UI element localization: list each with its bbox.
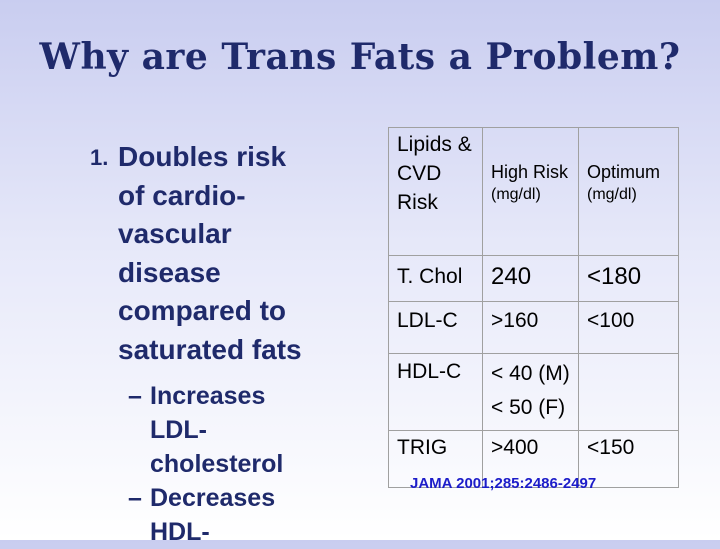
- slide-title: Why are Trans Fats a Problem?: [39, 36, 681, 78]
- optimum-value: [578, 353, 679, 431]
- header-line: High Risk: [491, 162, 569, 182]
- high-risk-value: < 40 (M): [491, 362, 570, 385]
- header-high-risk-cell: High Risk (mg/dl): [482, 127, 579, 256]
- header-optimum-cell: Optimum (mg/dl): [578, 127, 679, 256]
- sub-bullet-line: HDL-: [150, 518, 210, 546]
- table-row: TRIG >400 <150: [388, 430, 679, 488]
- optimum-value: <180: [578, 255, 679, 302]
- header-line: Optimum: [587, 162, 661, 182]
- bullet-line: Doubles risk: [118, 141, 287, 172]
- dash-marker: –: [128, 484, 142, 512]
- bullet-item-1: 1. Doubles risk of cardio- vascular dise…: [86, 138, 346, 369]
- sub-bullet-list: – Increases LDL- cholesterol – Decreases…: [86, 379, 346, 549]
- table-row: T. Chol 240 <180: [388, 255, 679, 302]
- dash-marker: –: [128, 382, 142, 410]
- header-unit: (mg/dl): [491, 186, 541, 203]
- optimum-value: <150: [578, 430, 679, 488]
- table-row: HDL-C < 40 (M) < 50 (F): [388, 353, 679, 431]
- bullet-line: of cardio-: [118, 179, 246, 211]
- bullet-line: vascular: [118, 218, 232, 249]
- bullet-line: compared to: [118, 295, 287, 326]
- table-header-row: Lipids & CVD Risk High Risk (mg/dl) Opti…: [388, 127, 679, 256]
- table-row: LDL-C >160 <100: [388, 301, 679, 354]
- bullet-line: disease: [118, 256, 221, 288]
- sub-bullet-increases: – Increases LDL- cholesterol: [118, 379, 346, 481]
- sub-bullet-line: cholesterol: [150, 450, 284, 478]
- lipid-risk-table: Lipids & CVD Risk High Risk (mg/dl) Opti…: [388, 127, 679, 488]
- header-line: Lipids &: [397, 133, 472, 156]
- row-label: T. Chol: [388, 255, 483, 302]
- header-lipids-cell: Lipids & CVD Risk: [388, 127, 483, 256]
- sub-bullet-decreases: – Decreases HDL-: [118, 481, 346, 549]
- header-line: Risk: [397, 191, 438, 214]
- citation: JAMA 2001;285:2486-2497: [410, 475, 597, 492]
- row-label: HDL-C: [388, 353, 483, 431]
- row-label: TRIG: [388, 430, 483, 488]
- high-risk-value: >400: [482, 430, 579, 488]
- optimum-value: <100: [578, 301, 679, 354]
- high-risk-value-cell: < 40 (M) < 50 (F): [482, 353, 579, 431]
- sub-bullet-line: LDL-: [150, 416, 207, 444]
- header-unit: (mg/dl): [587, 186, 637, 203]
- high-risk-value: >160: [482, 301, 579, 354]
- sub-bullet-line: Increases: [150, 382, 266, 410]
- bullet-line: saturated fats: [118, 333, 302, 365]
- row-label: LDL-C: [388, 301, 483, 354]
- high-risk-value: < 50 (F): [491, 396, 566, 419]
- bullet-list: 1. Doubles risk of cardio- vascular dise…: [86, 138, 346, 549]
- sub-bullet-line: Decreases: [150, 484, 276, 512]
- bullet-number: 1.: [90, 145, 109, 170]
- high-risk-value: 240: [482, 255, 579, 302]
- header-line: CVD: [397, 162, 442, 185]
